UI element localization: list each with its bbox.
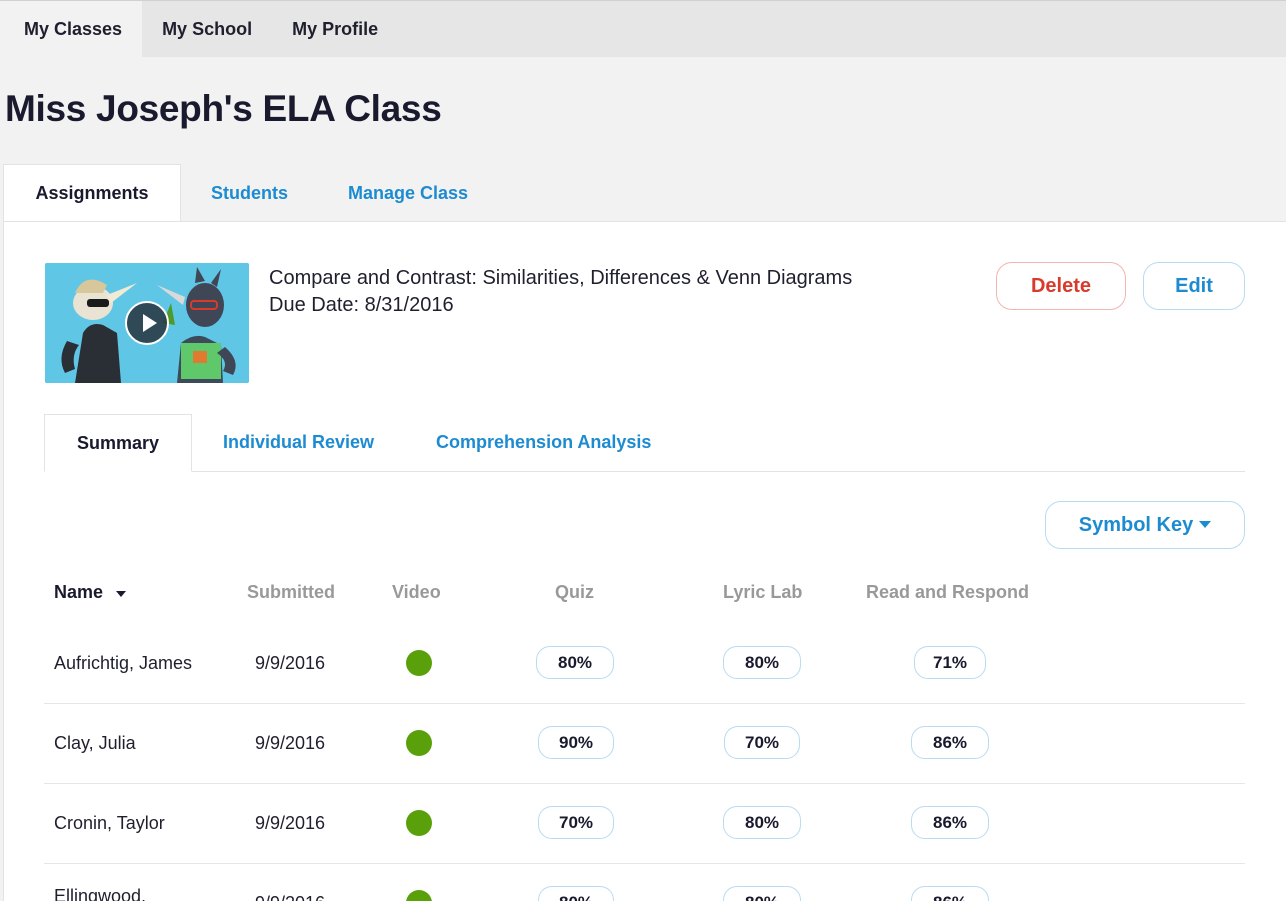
tab-assignments[interactable]: Assignments — [3, 164, 181, 222]
lyric-lab-score[interactable]: 80% — [723, 806, 801, 839]
column-header-quiz: Quiz — [555, 582, 594, 602]
submitted-date: 9/9/2016 — [255, 893, 325, 901]
column-header-submitted: Submitted — [247, 582, 335, 602]
sort-down-icon — [116, 591, 127, 597]
student-name[interactable]: Clay, Julia — [54, 733, 136, 753]
read-and-respond-score[interactable]: 86% — [911, 726, 989, 759]
assignment-due-date: Due Date: 8/31/2016 — [269, 294, 454, 316]
student-name[interactable]: Cronin, Taylor — [54, 813, 165, 833]
cartoon-illustration — [45, 263, 249, 383]
symbol-key-button[interactable]: Symbol Key — [1045, 501, 1245, 549]
assignment-sub-tabs: Summary Individual Review Comprehension … — [44, 414, 1245, 472]
lyric-lab-score[interactable]: 80% — [723, 886, 801, 901]
tab-comprehension-analysis[interactable]: Comprehension Analysis — [436, 432, 652, 452]
quiz-score[interactable]: 80% — [536, 646, 614, 679]
column-header-name[interactable]: Name — [54, 582, 127, 603]
video-complete-icon — [406, 730, 432, 756]
assignment-info: Compare and Contrast: Similarities, Diff… — [269, 265, 852, 319]
table-row: Cronin, Taylor 9/9/2016 70% 80% 86% — [44, 784, 1245, 864]
edit-button[interactable]: Edit — [1143, 262, 1245, 310]
lyric-lab-score[interactable]: 70% — [724, 726, 800, 759]
table-row: Ellingwood, 9/9/2016 80% 80% 86% — [44, 864, 1245, 901]
nav-my-school[interactable]: My School — [162, 18, 253, 39]
tab-summary[interactable]: Summary — [44, 414, 192, 472]
submitted-date: 9/9/2016 — [255, 813, 326, 833]
top-navigation: My Classes My School My Profile — [0, 0, 1286, 57]
read-and-respond-score[interactable]: 86% — [911, 886, 989, 901]
submitted-date: 9/9/2016 — [255, 653, 326, 673]
assignment-title: Compare and Contrast: Similarities, Diff… — [269, 267, 853, 289]
column-header-video: Video — [392, 582, 441, 602]
video-complete-icon — [406, 650, 432, 676]
class-tabs: Assignments Students Manage Class — [3, 164, 498, 222]
table-row: Aufrichtig, James 9/9/2016 80% 80% 71% — [44, 624, 1245, 704]
table-row: Clay, Julia 9/9/2016 90% 70% 86% — [44, 704, 1245, 784]
page-title: Miss Joseph's ELA Class — [5, 88, 442, 129]
tab-students[interactable]: Students — [211, 182, 289, 203]
lyric-lab-score[interactable]: 80% — [723, 646, 801, 679]
quiz-score[interactable]: 70% — [538, 806, 614, 839]
submitted-date: 9/9/2016 — [255, 733, 326, 753]
video-complete-icon — [406, 810, 432, 836]
nav-my-profile[interactable]: My Profile — [292, 18, 379, 39]
student-name[interactable]: Aufrichtig, James — [54, 653, 193, 673]
chevron-down-icon — [1199, 520, 1212, 528]
column-header-lyric-lab: Lyric Lab — [723, 582, 803, 602]
tab-individual-review[interactable]: Individual Review — [223, 432, 375, 452]
student-name[interactable]: Ellingwood, — [54, 886, 147, 901]
quiz-score[interactable]: 80% — [538, 886, 614, 901]
read-and-respond-score[interactable]: 86% — [911, 806, 989, 839]
video-complete-icon — [406, 890, 432, 901]
tab-manage-class[interactable]: Manage Class — [348, 182, 469, 203]
read-and-respond-score[interactable]: 71% — [914, 646, 986, 679]
column-header-read-and-respond: Read and Respond — [866, 582, 1030, 602]
symbol-key-label: Symbol Key — [1078, 513, 1194, 536]
assignment-panel: Compare and Contrast: Similarities, Diff… — [3, 221, 1286, 901]
column-header-name-label: Name — [54, 582, 104, 602]
play-icon[interactable] — [125, 301, 169, 345]
delete-button[interactable]: Delete — [996, 262, 1126, 310]
nav-my-classes[interactable]: My Classes — [0, 1, 143, 57]
quiz-score[interactable]: 90% — [538, 726, 614, 759]
video-thumbnail[interactable] — [45, 263, 249, 383]
